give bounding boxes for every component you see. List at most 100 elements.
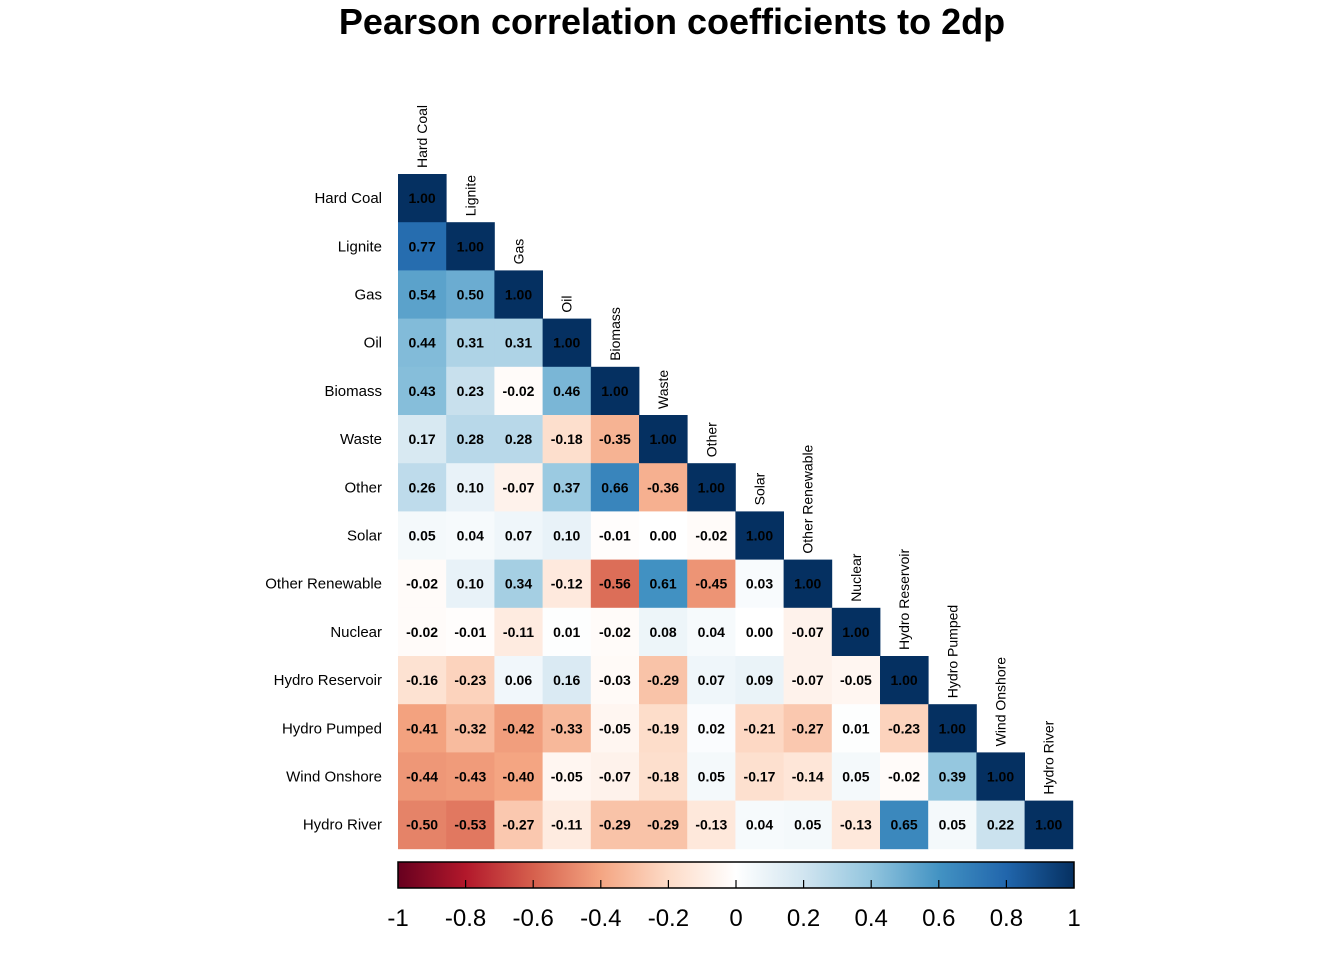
heatmap-cell-solar-solar: [735, 511, 784, 560]
cell-value-label: 0.31: [457, 335, 484, 351]
heatmap-cell-other-renewable-biomass: [590, 559, 640, 609]
cell-value-label: 0.09: [746, 672, 773, 688]
row-label-biomass: Biomass: [324, 383, 382, 400]
column-label-lignite: Lignite: [462, 175, 478, 216]
heatmap-cell-nuclear-oil: [542, 607, 592, 657]
cell-value-label: -0.23: [888, 720, 920, 736]
heatmap-cell-waste-oil: [542, 415, 592, 464]
cell-value-label: 1.00: [842, 624, 869, 640]
heatmap-cell-other-renewable-gas: [494, 559, 543, 609]
heatmap-cell-oil-gas: [494, 318, 543, 368]
cell-value-label: -0.07: [503, 479, 535, 495]
cell-value-label: 0.00: [649, 528, 676, 544]
heatmap-cell-hydro-pumped-other-renewable: [783, 704, 833, 753]
cell-value-label: -0.42: [503, 720, 535, 736]
heatmap-cell-hydro-pumped-hydro-pumped: [928, 704, 977, 753]
cell-value-label: 0.05: [842, 769, 869, 785]
heatmap-cell-hydro-pumped-oil: [542, 704, 592, 753]
heatmap-cell-other-renewable-oil: [542, 559, 592, 609]
cell-value-label: 0.34: [505, 576, 532, 592]
column-label-hydro-river: Hydro River: [1041, 720, 1057, 794]
cell-value-label: 0.10: [457, 576, 484, 592]
row-label-hard-coal: Hard Coal: [314, 190, 382, 207]
cell-value-label: 0.77: [408, 238, 435, 254]
column-label-hydro-reservoir: Hydro Reservoir: [896, 549, 912, 650]
cell-value-label: 1.00: [601, 383, 628, 399]
heatmap-cell-hydro-reservoir-other: [687, 656, 736, 705]
heatmap-cell-hydro-reservoir-other-renewable: [783, 656, 833, 705]
cell-value-label: 0.10: [553, 528, 580, 544]
cell-value-label: 0.54: [408, 287, 435, 303]
cell-value-label: 0.07: [505, 528, 532, 544]
heatmap-cell-hydro-reservoir-lignite: [446, 656, 495, 705]
cell-value-label: -0.07: [792, 624, 824, 640]
column-label-gas: Gas: [511, 239, 527, 265]
heatmap-cell-waste-biomass: [590, 415, 640, 464]
heatmap-cell-hydro-reservoir-gas: [494, 656, 543, 705]
cell-value-label: -0.36: [647, 479, 679, 495]
column-label-other: Other: [703, 422, 719, 457]
row-label-hydro-reservoir: Hydro Reservoir: [274, 672, 382, 689]
cell-value-label: 1.00: [553, 335, 580, 351]
column-label-waste: Waste: [655, 370, 671, 409]
heatmap-cell-hydro-pumped-waste: [639, 704, 688, 753]
column-label-oil: Oil: [559, 295, 575, 312]
heatmap-cell-wind-onshore-nuclear: [831, 752, 881, 801]
heatmap-cell-other-other: [687, 463, 736, 512]
heatmap-cell-hydro-river-hydro-river: [1024, 800, 1074, 850]
cell-value-label: 1.00: [505, 287, 532, 303]
cell-value-label: -0.01: [454, 624, 486, 640]
cell-value-label: 0.22: [987, 817, 1014, 833]
colorbar-tick-label: 0.6: [922, 905, 955, 932]
cell-value-label: 0.65: [890, 817, 917, 833]
heatmap-cell-wind-onshore-waste: [639, 752, 688, 801]
cell-value-label: 0.02: [698, 720, 725, 736]
heatmap-cell-hydro-river-hydro-reservoir: [880, 800, 929, 850]
cell-value-label: -0.33: [551, 720, 583, 736]
heatmap-cell-wind-onshore-solar: [735, 752, 784, 801]
cell-value-label: 0.44: [408, 335, 435, 351]
colorbar-tick-label: 1: [1067, 905, 1080, 932]
colorbar-tick-label: -0.6: [513, 905, 554, 932]
heatmap-cell-solar-gas: [494, 511, 543, 560]
heatmap-cell-other-renewable-other: [687, 559, 736, 609]
cell-value-label: 0.66: [601, 479, 628, 495]
heatmap-cell-nuclear-hard-coal: [398, 607, 447, 657]
heatmap-cell-hydro-river-gas: [494, 800, 543, 850]
cell-value-label: -0.11: [551, 817, 582, 833]
heatmap-cell-waste-lignite: [446, 415, 495, 464]
heatmap-cell-hard-coal-hard-coal: [398, 174, 447, 223]
cell-value-label: -0.02: [888, 769, 920, 785]
cell-value-label: -0.27: [792, 720, 824, 736]
colorbar-tick-label: 0.2: [787, 905, 820, 932]
heatmap-cell-other-renewable-solar: [735, 559, 784, 609]
colorbar-tick-label: 0.8: [990, 905, 1023, 932]
cell-value-label: 1.00: [698, 479, 725, 495]
cell-value-label: -0.18: [647, 769, 679, 785]
heatmap-cell-nuclear-solar: [735, 607, 784, 657]
heatmap-cell-oil-hard-coal: [398, 318, 447, 368]
cell-value-label: 0.07: [698, 672, 725, 688]
cell-value-label: 1.00: [746, 528, 773, 544]
heatmap-cell-oil-oil: [542, 318, 592, 368]
heatmap-cell-hydro-pumped-gas: [494, 704, 543, 753]
row-label-hydro-pumped: Hydro Pumped: [282, 720, 382, 737]
cell-value-label: -0.32: [454, 720, 486, 736]
cell-value-label: 0.04: [698, 624, 725, 640]
cell-value-label: 0.23: [457, 383, 484, 399]
cell-value-label: -0.35: [599, 431, 631, 447]
cell-value-label: -0.05: [840, 672, 872, 688]
cell-value-label: -0.29: [599, 817, 631, 833]
heatmap-cell-hydro-river-oil: [542, 800, 592, 850]
heatmap-cell-other-renewable-other-renewable: [783, 559, 833, 609]
column-label-biomass: Biomass: [607, 307, 623, 361]
cell-value-label: -0.02: [695, 528, 727, 544]
cell-value-label: 1.00: [1035, 817, 1062, 833]
heatmap-cell-hydro-reservoir-oil: [542, 656, 592, 705]
heatmap-cell-biomass-biomass: [590, 366, 640, 416]
heatmap-cell-hydro-reservoir-hard-coal: [398, 656, 447, 705]
cell-value-label: 0.01: [842, 720, 869, 736]
cell-value-label: -0.50: [406, 817, 438, 833]
heatmap-cell-wind-onshore-oil: [542, 752, 592, 801]
row-label-wind-onshore: Wind Onshore: [286, 769, 382, 786]
